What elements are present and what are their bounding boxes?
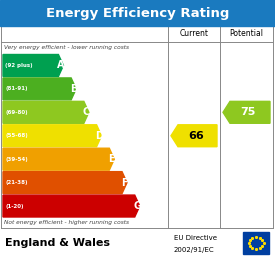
Text: Current: Current bbox=[180, 29, 208, 38]
Bar bbox=[0, 0, 275, 26]
Polygon shape bbox=[3, 125, 101, 147]
Text: England & Wales: England & Wales bbox=[5, 238, 110, 248]
Bar bbox=[243, 232, 269, 254]
Polygon shape bbox=[3, 172, 127, 194]
Polygon shape bbox=[3, 195, 140, 217]
Text: Energy Efficiency Rating: Energy Efficiency Rating bbox=[46, 6, 229, 20]
Text: 75: 75 bbox=[241, 107, 256, 117]
Polygon shape bbox=[3, 54, 64, 76]
Polygon shape bbox=[3, 148, 114, 170]
Text: 66: 66 bbox=[188, 131, 204, 141]
Text: Potential: Potential bbox=[230, 29, 263, 38]
Text: Not energy efficient - higher running costs: Not energy efficient - higher running co… bbox=[4, 220, 129, 225]
Text: (39-54): (39-54) bbox=[5, 157, 28, 162]
Polygon shape bbox=[3, 101, 89, 123]
Text: (92 plus): (92 plus) bbox=[5, 63, 33, 68]
Text: EU Directive: EU Directive bbox=[174, 235, 217, 241]
Text: F: F bbox=[121, 178, 128, 188]
Polygon shape bbox=[223, 101, 270, 123]
Text: 2002/91/EC: 2002/91/EC bbox=[174, 247, 214, 253]
Text: C: C bbox=[83, 107, 90, 117]
Text: E: E bbox=[108, 154, 115, 164]
Text: B: B bbox=[70, 84, 77, 94]
Text: (1-20): (1-20) bbox=[5, 204, 23, 208]
Text: (69-80): (69-80) bbox=[5, 110, 28, 115]
Text: D: D bbox=[95, 131, 103, 141]
Text: G: G bbox=[133, 201, 141, 211]
Text: A: A bbox=[57, 60, 65, 70]
Text: Very energy efficient - lower running costs: Very energy efficient - lower running co… bbox=[4, 45, 129, 50]
Text: (21-38): (21-38) bbox=[5, 180, 28, 185]
Text: (81-91): (81-91) bbox=[5, 86, 28, 91]
Polygon shape bbox=[171, 125, 217, 147]
Polygon shape bbox=[3, 78, 76, 100]
Text: (55-68): (55-68) bbox=[5, 133, 28, 138]
